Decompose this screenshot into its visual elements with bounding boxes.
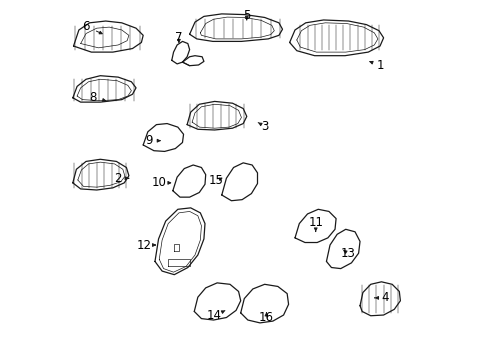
- Polygon shape: [172, 41, 190, 64]
- Text: 10: 10: [152, 176, 171, 189]
- Polygon shape: [290, 20, 384, 56]
- Text: 6: 6: [82, 20, 102, 34]
- Polygon shape: [241, 284, 289, 323]
- Text: 12: 12: [137, 239, 155, 252]
- Text: 5: 5: [243, 9, 250, 22]
- Text: 16: 16: [259, 311, 274, 324]
- Text: 15: 15: [209, 174, 224, 187]
- Polygon shape: [187, 102, 247, 130]
- Polygon shape: [295, 209, 336, 243]
- Polygon shape: [182, 56, 204, 66]
- Polygon shape: [143, 123, 184, 152]
- Polygon shape: [190, 14, 283, 41]
- Polygon shape: [360, 282, 400, 316]
- Polygon shape: [194, 283, 241, 320]
- Polygon shape: [173, 165, 206, 197]
- Text: 13: 13: [341, 247, 355, 260]
- Text: 11: 11: [308, 216, 323, 231]
- Text: 4: 4: [375, 291, 389, 305]
- Text: 3: 3: [258, 120, 269, 133]
- Polygon shape: [155, 208, 205, 275]
- Polygon shape: [73, 76, 136, 102]
- Polygon shape: [326, 229, 360, 269]
- Polygon shape: [74, 21, 143, 52]
- Text: 9: 9: [145, 134, 160, 147]
- Text: 7: 7: [175, 31, 183, 44]
- Polygon shape: [73, 159, 129, 190]
- Text: 2: 2: [115, 172, 129, 185]
- Polygon shape: [222, 163, 258, 201]
- Text: 8: 8: [90, 91, 105, 104]
- Text: 1: 1: [370, 59, 385, 72]
- Text: 14: 14: [207, 309, 225, 322]
